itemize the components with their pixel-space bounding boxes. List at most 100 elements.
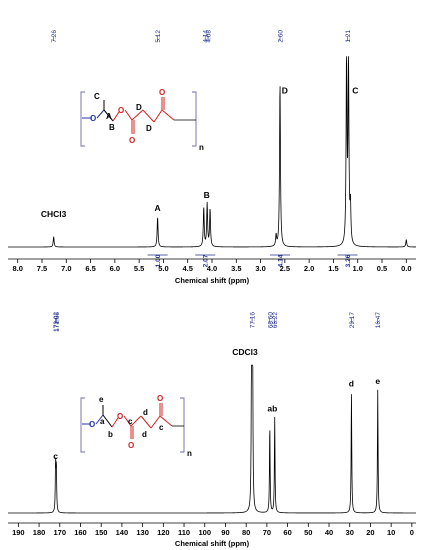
svg-text:d: d	[142, 430, 147, 439]
peak-assignment-label: c	[53, 451, 58, 461]
h1-x-axis-title: Chemical shift (ppm)	[175, 276, 250, 285]
svg-text:O: O	[129, 136, 135, 145]
x-tick-label: 150	[95, 528, 108, 537]
peak-shift-label: 66.22	[272, 312, 279, 329]
svg-text:c: c	[128, 417, 133, 426]
svg-text:O: O	[157, 394, 163, 403]
peak-assignment-label: C	[352, 86, 358, 96]
integral-value: 1.00	[155, 254, 162, 267]
x-tick-label: 190	[12, 528, 25, 537]
peak-shift-label: 29.17	[349, 312, 356, 329]
x-tick-label: 2.5	[280, 264, 290, 273]
h1-spectrum-line	[8, 56, 416, 248]
x-tick-label: 5.0	[158, 264, 168, 273]
svg-text:C: C	[94, 92, 100, 101]
x-tick-label: 20	[366, 528, 374, 537]
x-tick-label: 5.5	[134, 264, 144, 273]
peak-shift-label: 68.60	[267, 312, 274, 329]
x-tick-label: 160	[74, 528, 87, 537]
x-tick-label: 1.5	[328, 264, 338, 273]
h1-integrals: 1.00 2.07 4.14 3.26	[147, 254, 358, 267]
peak-assignment-label: A	[155, 203, 161, 213]
integral-value: 3.26	[345, 254, 352, 267]
svg-text:O: O	[159, 88, 165, 97]
peak-assignment-label: e	[375, 376, 380, 386]
peak-shift-label: 2.60	[278, 30, 285, 43]
x-tick-label: 8.0	[12, 264, 22, 273]
x-tick-label: 170	[54, 528, 67, 537]
svg-text:O: O	[117, 412, 123, 421]
svg-text:c: c	[159, 423, 164, 432]
x-tick-label: 40	[325, 528, 333, 537]
svg-text:n: n	[187, 449, 192, 458]
c13-x-ticks: 190 180 170 160 150 140 130 120 110 100 90 80 70 60 50…	[12, 523, 414, 537]
integral-value: 4.14	[278, 254, 285, 267]
c13-solvent-label: CDCl3	[232, 347, 258, 357]
x-tick-label: 2.0	[304, 264, 314, 273]
x-tick-label: 100	[198, 528, 211, 537]
svg-text:D: D	[146, 124, 152, 133]
svg-text:n: n	[199, 143, 204, 152]
x-tick-label: 90	[221, 528, 229, 537]
peak-shift-label: 7.26	[51, 30, 58, 43]
integral-value: 2.07	[203, 254, 210, 267]
h1-peak-labels: 7.26 5.12 4.144.08 2.60 1.21	[51, 30, 352, 43]
x-tick-label: 140	[116, 528, 129, 537]
svg-text:d: d	[143, 408, 148, 417]
x-tick-label: 30	[346, 528, 354, 537]
x-tick-label: 4.5	[182, 264, 192, 273]
h1-peak-assignments: CHCl3 A B D C	[41, 86, 358, 219]
peak-assignment-label: b	[272, 403, 277, 413]
svg-text:e: e	[99, 395, 104, 404]
x-tick-label: 0	[410, 528, 414, 537]
x-tick-label: 1.0	[352, 264, 362, 273]
peak-shift-label: 1.21	[345, 30, 352, 43]
x-tick-label: 110	[178, 528, 190, 537]
x-tick-label: 0.0	[401, 264, 411, 273]
peak-shift-label: 5.12	[155, 30, 162, 43]
peak-shift-label: 171.66	[54, 312, 61, 332]
h1-x-ticks: 8.0 7.5 7.0 6.5 6.0 5.5 5.0 4.5 4.0 3.5 3.0 2.5 2.0 1…	[12, 259, 412, 273]
x-tick-label: 3.0	[255, 264, 265, 273]
peak-shift-label: 77.16	[250, 312, 257, 329]
svg-text:O: O	[128, 441, 134, 450]
x-tick-label: 3.5	[231, 264, 241, 273]
svg-text:O: O	[90, 114, 96, 123]
peak-assignment-label: B	[204, 190, 210, 200]
x-tick-label: 60	[283, 528, 291, 537]
c13-spectrum-line	[8, 364, 416, 514]
peak-shift-label: 4.14	[203, 30, 210, 43]
svg-text:b: b	[108, 430, 113, 439]
peak-assignment-label: D	[282, 86, 288, 96]
x-tick-label: 6.5	[85, 264, 95, 273]
peak-assignment-label: d	[349, 379, 354, 389]
x-tick-label: 120	[157, 528, 170, 537]
svg-text:D: D	[136, 103, 142, 112]
x-tick-label: 70	[263, 528, 271, 537]
x-tick-label: 130	[136, 528, 149, 537]
x-tick-label: 4.0	[207, 264, 217, 273]
svg-text:O: O	[118, 106, 124, 115]
x-tick-label: 7.5	[37, 264, 47, 273]
c13-structure: O e a b O c O d d c O n	[80, 394, 192, 458]
peak-assignment-label: a	[267, 403, 272, 413]
svg-text:B: B	[109, 123, 115, 132]
x-tick-label: 180	[33, 528, 46, 537]
x-tick-label: 50	[304, 528, 312, 537]
c13-peak-assignments: ca bd e	[53, 376, 380, 461]
x-tick-label: 10	[387, 528, 395, 537]
x-tick-label: 0.5	[377, 264, 387, 273]
peak-shift-label: 16.47	[375, 312, 382, 329]
peak-shift-label: 4.08	[206, 30, 213, 43]
x-tick-label: 80	[242, 528, 250, 537]
h1-structure: O C A B O O D D O n	[80, 88, 204, 152]
svg-text:O: O	[89, 420, 95, 429]
c13-x-axis-title: Chemical shift (ppm)	[175, 539, 250, 548]
x-tick-label: 6.0	[110, 264, 120, 273]
peak-assignment-label: CHCl3	[41, 209, 67, 219]
x-tick-label: 7.0	[61, 264, 71, 273]
